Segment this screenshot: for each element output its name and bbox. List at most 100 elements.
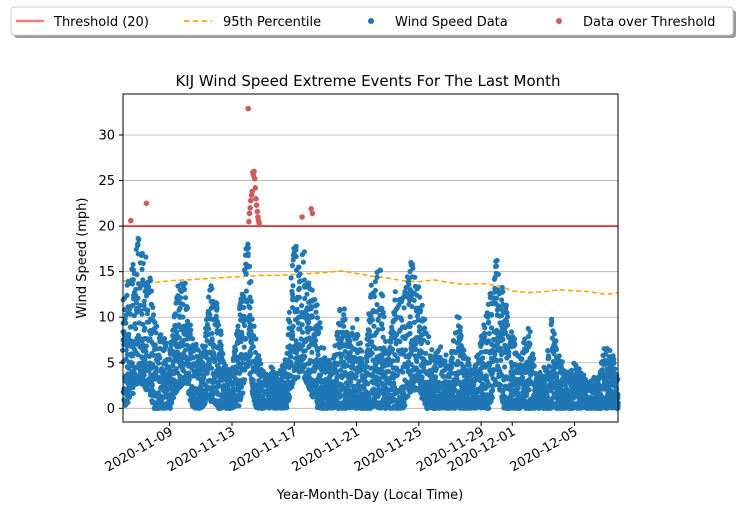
wind-speed-point [379,322,385,328]
wind-speed-point [392,297,398,303]
wind-speed-point [237,312,243,318]
wind-speed-point [145,384,151,390]
wind-speed-point [243,288,249,294]
wind-speed-point [182,280,188,286]
wind-speed-point [500,288,506,294]
wind-speed-point [407,314,413,320]
wind-speed-point [433,366,439,372]
wind-speed-point [296,294,302,300]
wind-speed-point [527,341,533,347]
wind-speed-point [247,312,253,318]
wind-speed-point [300,259,306,265]
wind-speed-point [368,282,374,288]
wind-speed-point [341,323,347,329]
wind-speed-point [206,360,212,366]
wind-speed-point [489,387,496,393]
y-tick-label: 25 [98,174,115,189]
wind-speed-point [344,362,350,369]
wind-speed-point [306,280,312,286]
wind-speed-point [453,381,459,387]
wind-speed-point [150,304,156,310]
wind-speed-point [479,340,485,346]
wind-speed-point [338,367,344,373]
wind-speed-point [122,316,128,322]
wind-speed-point [440,373,446,379]
wind-speed-point [612,366,618,372]
wind-speed-point [180,301,186,307]
wind-speed-point [308,304,314,310]
wind-speed-point [374,366,380,372]
over-threshold-point [253,196,259,202]
wind-speed-point [256,357,263,363]
wind-speed-point [370,371,376,377]
wind-speed-point [364,355,370,361]
legend: Threshold (20) 95th Percentile Wind Spee… [10,6,736,38]
wind-speed-point [213,313,219,319]
wind-speed-point [411,319,417,325]
wind-speed-point [350,362,356,368]
wind-speed-point [350,325,356,331]
wind-speed-point [381,314,387,320]
wind-speed-point [409,261,416,268]
wind-speed-point [242,335,248,341]
wind-speed-point [485,338,492,344]
legend-over-threshold-label: Data over Threshold [583,15,715,30]
over-threshold-point [246,210,253,217]
wind-speed-point [399,317,405,323]
wind-speed-point [337,306,343,313]
wind-speed-point [167,356,173,362]
wind-speed-point [317,320,323,326]
wind-speed-point [526,333,532,339]
wind-speed-point [301,277,307,283]
wind-speed-point [248,298,254,304]
wind-speed-point [511,336,518,342]
wind-speed-point [344,396,350,402]
wind-speed-point [200,360,206,366]
wind-speed-point [364,336,370,342]
wind-speed-point [188,327,194,333]
wind-speed-point [137,302,143,308]
wind-speed-point [204,322,210,328]
legend-wind-data-label: Wind Speed Data [395,15,508,30]
wind-speed-point [375,327,381,333]
wind-speed-point [287,319,293,325]
wind-speed-point [502,364,508,370]
wind-speed-point [214,301,220,307]
wind-speed-point [386,356,392,362]
wind-speed-point [486,320,492,326]
wind-speed-point [125,399,131,405]
wind-speed-point [177,305,183,311]
wind-speed-point [372,287,378,293]
wind-speed-point [358,348,365,354]
wind-speed-point [322,355,328,361]
wind-speed-point [443,352,449,358]
wind-speed-point [239,331,245,338]
wind-speed-point [182,347,188,353]
wind-speed-point [374,274,380,280]
wind-speed-point [301,249,307,255]
wind-speed-point [233,377,239,383]
wind-speed-point [300,342,306,348]
wind-speed-point [401,390,407,396]
wind-speed-point [333,386,339,392]
wind-speed-point [347,350,353,356]
wind-speed-point [296,264,302,270]
wind-speed-point [389,346,396,353]
wind-speed-point [374,301,380,308]
wind-speed-point [253,336,259,342]
wind-speed-point [371,293,377,300]
wind-speed-point [157,355,163,361]
wind-speed-point [317,372,324,378]
wind-speed-point [128,324,134,330]
wind-speed-point [251,323,257,329]
wind-speed-point [499,284,505,290]
over-threshold-point [247,205,253,211]
wind-speed-point [245,253,251,259]
wind-speed-point [180,342,186,348]
wind-speed-point [217,398,223,404]
wind-speed-point [482,325,488,331]
wind-speed-point [302,354,308,360]
wind-speed-point [258,361,264,367]
wind-speed-point [286,394,293,400]
